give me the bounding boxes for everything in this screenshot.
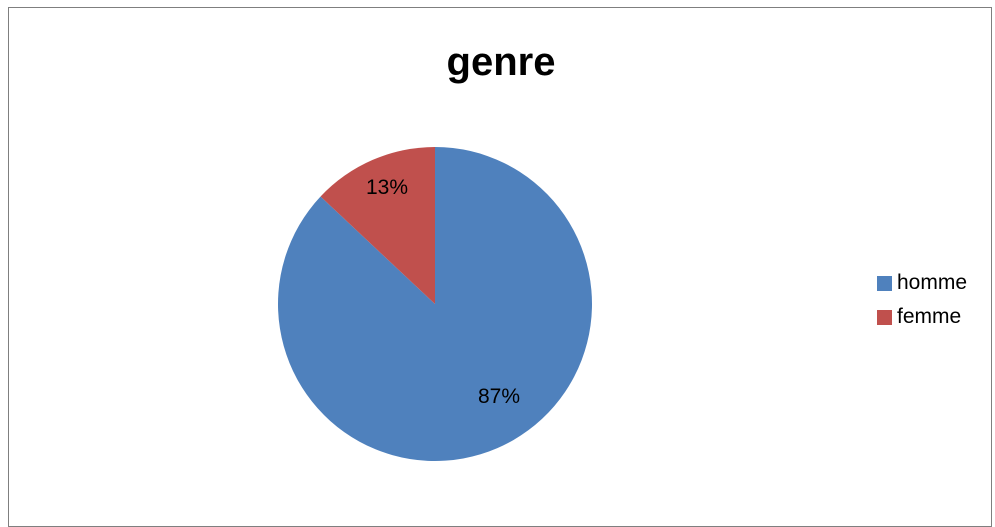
pie-slice-femme	[320, 147, 435, 304]
chart-area: genre 87% 13% homme femme	[8, 7, 992, 527]
data-label-homme: 87%	[478, 385, 520, 408]
legend-item-femme: femme	[877, 304, 967, 330]
legend-label-homme: homme	[897, 271, 968, 294]
pie-chart: 87% 13%	[278, 147, 592, 461]
legend-swatch-homme	[877, 275, 892, 291]
legend: homme femme	[877, 270, 967, 338]
legend-swatch-femme	[877, 309, 892, 325]
legend-item-homme: homme	[877, 270, 967, 296]
data-label-femme: 13%	[366, 176, 408, 199]
chart-title: genre	[446, 40, 556, 84]
legend-label-femme: femme	[897, 305, 962, 328]
